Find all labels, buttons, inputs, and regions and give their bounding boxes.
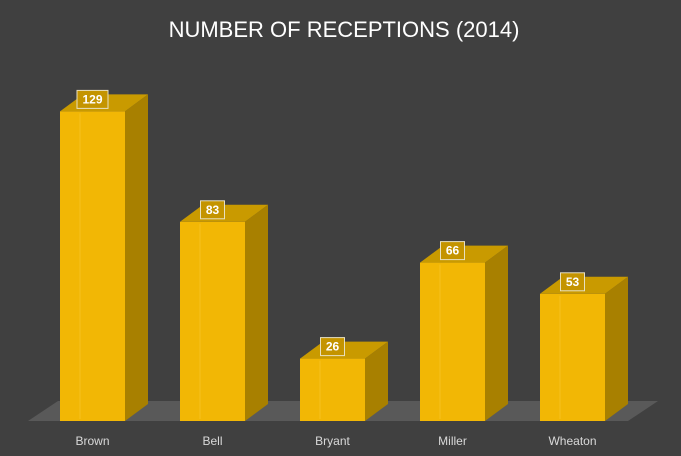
bars-group: 129 83 26 66 53 — [60, 89, 628, 422]
data-label-box-bell — [200, 200, 225, 220]
bar-side-miller — [485, 245, 508, 421]
data-label-miller: 66 — [440, 241, 465, 261]
bar-front-brown — [60, 111, 125, 422]
category-labels-group: Brown Bell Bryant Miller Wheaton — [75, 434, 596, 448]
data-label-box-wheaton — [560, 272, 585, 292]
bar-front-miller — [420, 262, 485, 421]
category-label-wheaton: Wheaton — [548, 434, 596, 448]
data-label-wheaton: 53 — [560, 272, 585, 292]
bar-front-bryant — [300, 358, 365, 421]
data-label-bell: 83 — [200, 200, 225, 220]
bar-side-brown — [125, 94, 148, 422]
bar-wheaton — [540, 276, 628, 421]
data-label-box-miller — [440, 241, 465, 261]
bar-bell — [180, 204, 268, 421]
data-label-bryant: 26 — [320, 337, 345, 357]
data-label-value-bryant: 26 — [326, 340, 340, 354]
data-label-box-brown — [76, 89, 109, 109]
data-label-box-bryant — [320, 337, 345, 357]
bar-front-wheaton — [540, 293, 605, 421]
bar-brown — [60, 94, 148, 422]
bar-side-wheaton — [605, 276, 628, 421]
data-label-value-wheaton: 53 — [566, 275, 580, 289]
bar-side-bryant — [365, 341, 388, 421]
category-label-bryant: Bryant — [315, 434, 350, 448]
data-label-value-miller: 66 — [446, 244, 460, 258]
data-label-value-brown: 129 — [82, 92, 102, 106]
category-label-miller: Miller — [438, 434, 467, 448]
bar-miller — [420, 245, 508, 421]
bar-front-bell — [180, 221, 245, 421]
bar-side-bell — [245, 204, 268, 421]
category-label-brown: Brown — [75, 434, 109, 448]
data-label-value-bell: 83 — [206, 203, 220, 217]
category-label-bell: Bell — [202, 434, 222, 448]
data-label-brown: 129 — [76, 89, 109, 109]
chart-title: NUMBER OF RECEPTIONS (2014) — [169, 17, 520, 42]
